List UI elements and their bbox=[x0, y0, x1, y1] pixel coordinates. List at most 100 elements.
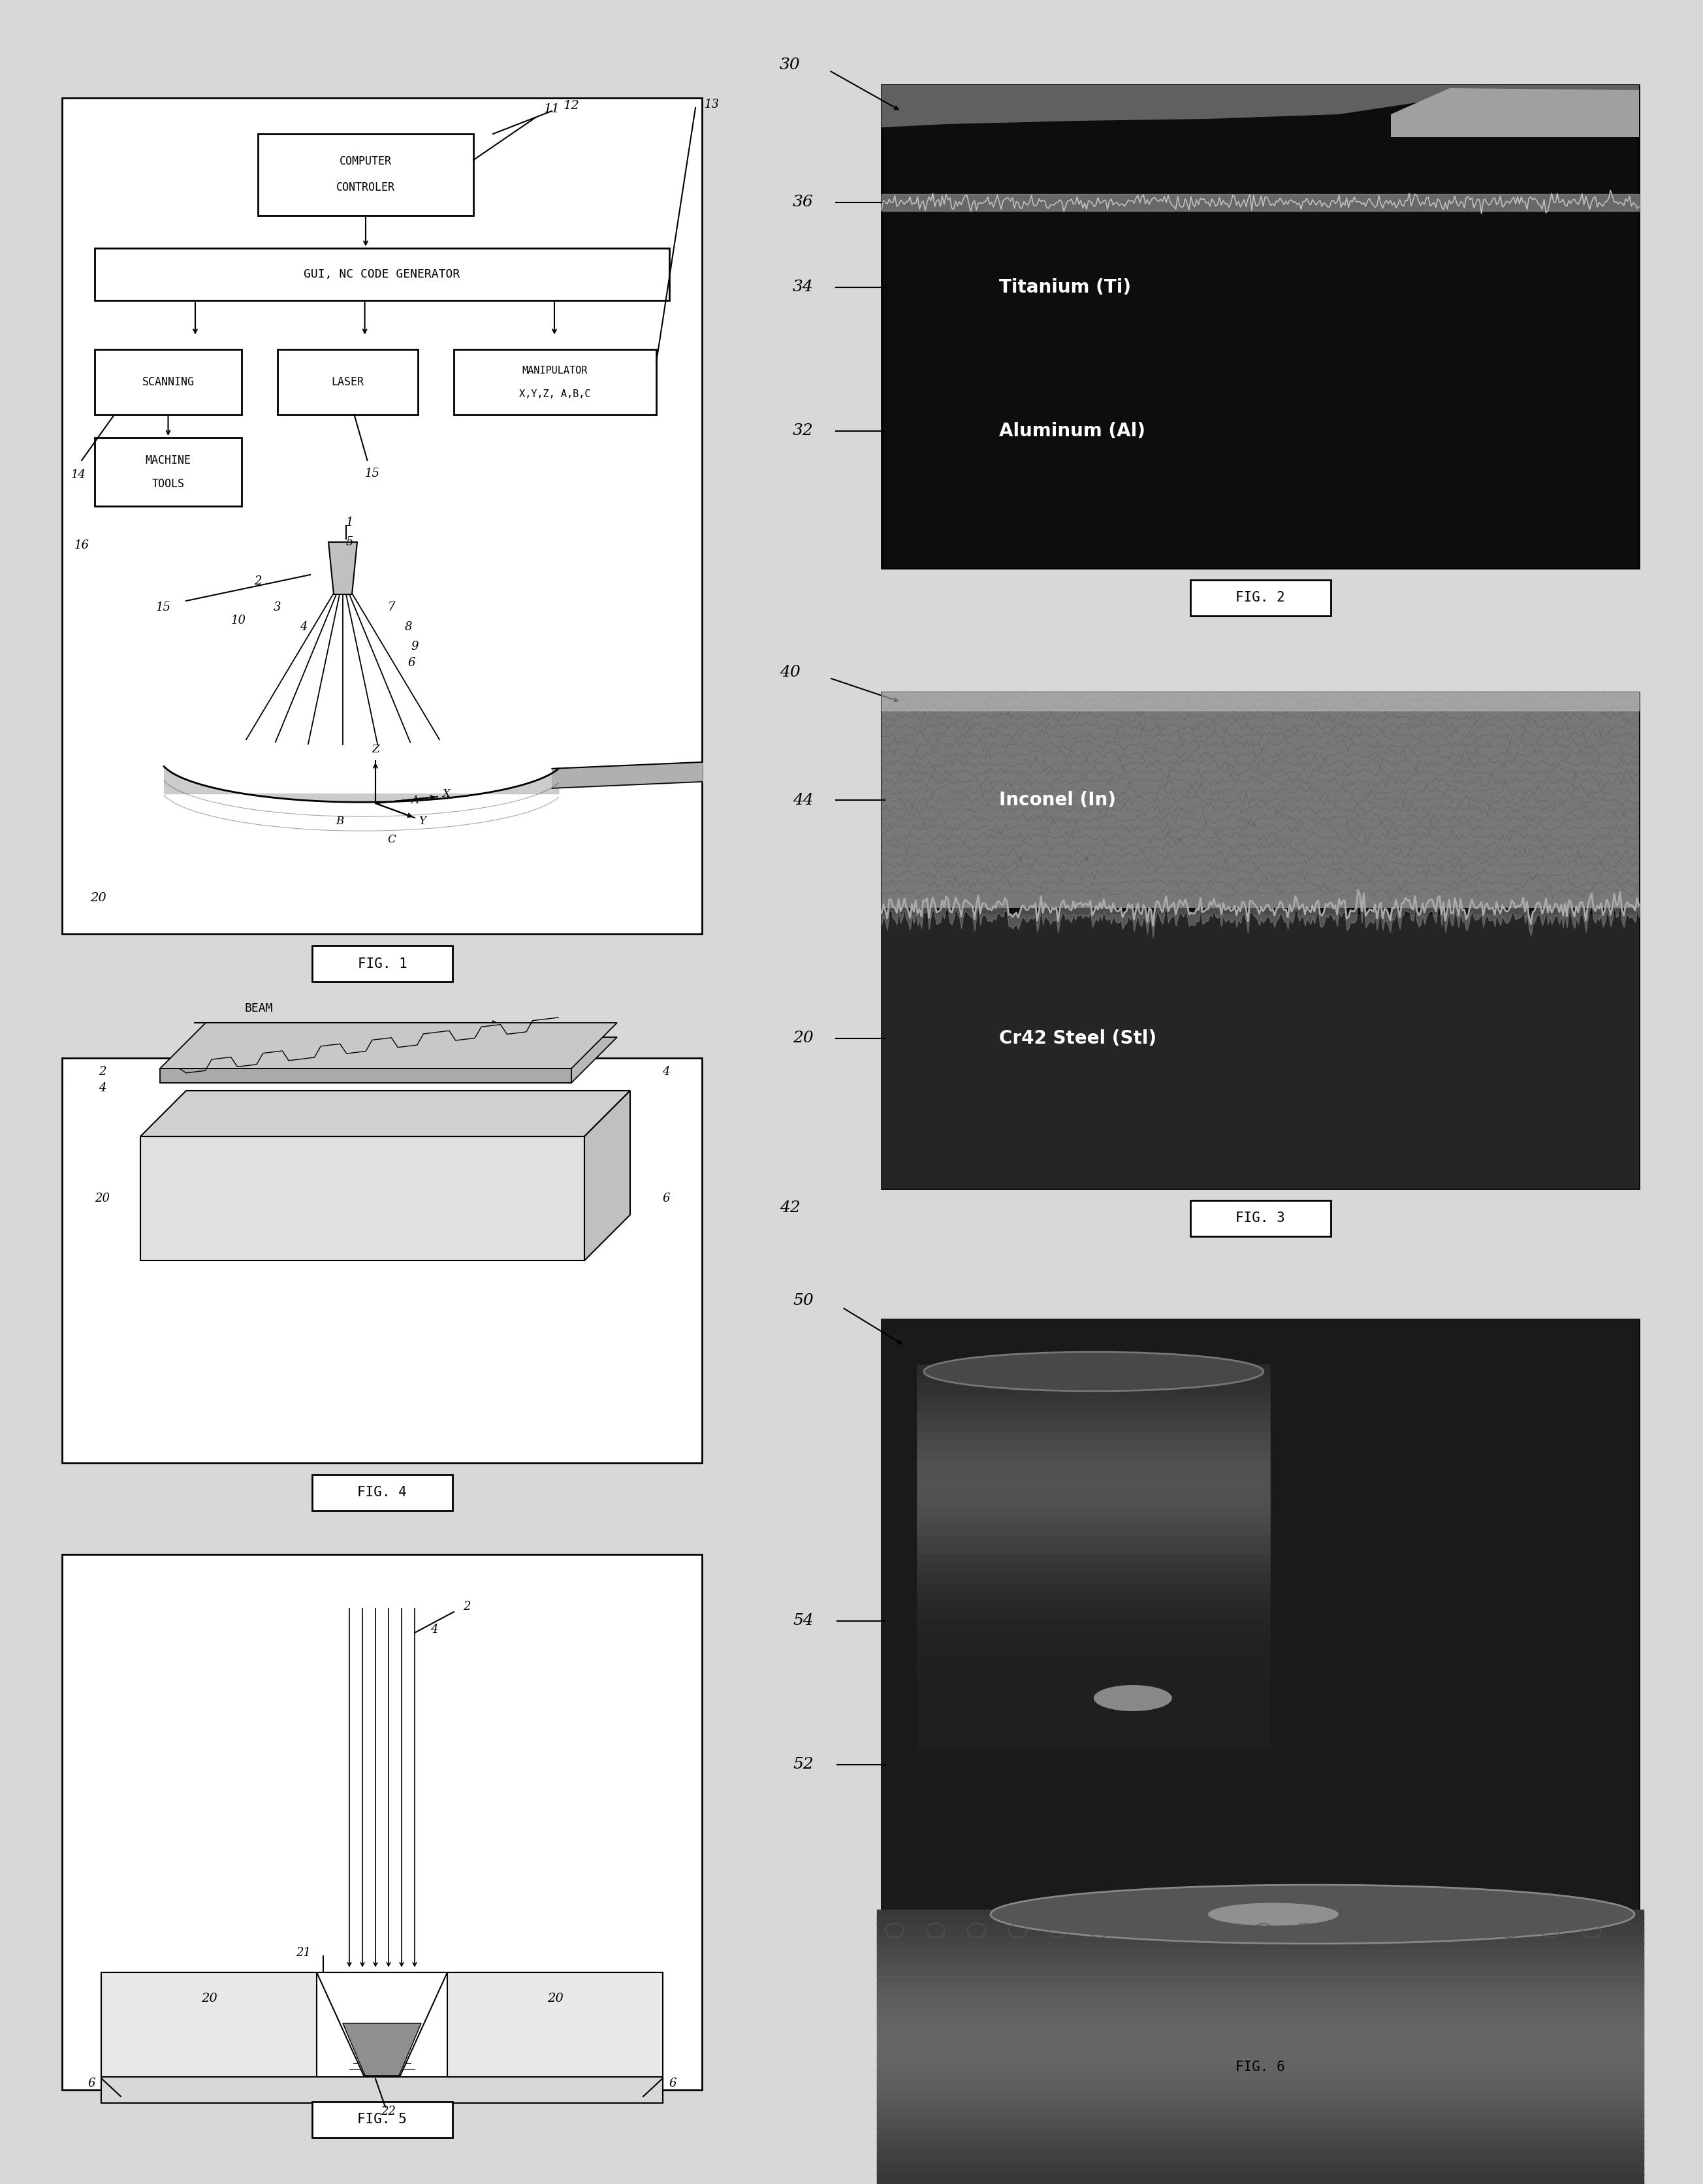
Text: 36: 36 bbox=[794, 194, 814, 210]
Text: 7: 7 bbox=[388, 601, 395, 614]
Bar bbox=[882, 85, 1638, 568]
Text: X: X bbox=[443, 788, 450, 799]
Bar bbox=[1190, 2049, 1330, 2086]
Bar bbox=[257, 133, 473, 216]
Text: 6: 6 bbox=[669, 2077, 676, 2090]
Text: 15: 15 bbox=[364, 467, 380, 478]
Text: FIG. 3: FIG. 3 bbox=[1236, 1212, 1286, 1225]
Ellipse shape bbox=[991, 1885, 1635, 1944]
Text: Titanium (Ti): Titanium (Ti) bbox=[1000, 277, 1131, 297]
Text: 20: 20 bbox=[547, 1992, 564, 2005]
Text: 4: 4 bbox=[300, 620, 308, 633]
Text: FIG. 1: FIG. 1 bbox=[358, 957, 407, 970]
Text: 15: 15 bbox=[155, 601, 170, 614]
Text: 20: 20 bbox=[201, 1992, 216, 2005]
Text: 20: 20 bbox=[90, 891, 106, 904]
Polygon shape bbox=[342, 2022, 421, 2075]
Text: 50: 50 bbox=[794, 1293, 814, 1308]
Polygon shape bbox=[882, 85, 1638, 127]
Bar bbox=[882, 692, 1638, 909]
Text: GUI, NC CODE GENERATOR: GUI, NC CODE GENERATOR bbox=[303, 269, 460, 280]
Bar bbox=[95, 437, 242, 507]
Bar bbox=[1190, 1201, 1330, 1236]
Text: 14: 14 bbox=[72, 470, 85, 480]
Bar bbox=[1190, 581, 1330, 616]
Text: A: A bbox=[410, 795, 419, 806]
Text: 52: 52 bbox=[794, 1758, 814, 1771]
Text: 44: 44 bbox=[794, 793, 814, 808]
Bar bbox=[61, 1555, 702, 2090]
Text: 8: 8 bbox=[404, 620, 412, 633]
Text: 54: 54 bbox=[794, 1614, 814, 1629]
Polygon shape bbox=[1391, 87, 1638, 138]
Text: 11: 11 bbox=[543, 103, 560, 116]
Text: 9: 9 bbox=[410, 640, 419, 653]
Bar bbox=[140, 1136, 584, 1260]
Text: 6: 6 bbox=[662, 1192, 669, 1203]
Text: 22: 22 bbox=[381, 2105, 397, 2116]
Bar bbox=[61, 98, 702, 935]
Text: 4: 4 bbox=[662, 1066, 669, 1077]
Text: MACHINE: MACHINE bbox=[145, 454, 191, 465]
Text: 2: 2 bbox=[99, 1066, 106, 1077]
Text: 6: 6 bbox=[87, 2077, 95, 2090]
Bar bbox=[882, 1319, 1638, 2038]
Text: 10: 10 bbox=[232, 614, 245, 627]
Text: 4: 4 bbox=[99, 1083, 106, 1094]
Text: 34: 34 bbox=[794, 280, 814, 295]
Text: SCANNING: SCANNING bbox=[141, 376, 194, 389]
Text: B: B bbox=[335, 817, 344, 828]
Bar bbox=[100, 2077, 662, 2103]
Text: 4: 4 bbox=[431, 1623, 438, 1636]
Bar bbox=[95, 249, 669, 301]
Bar bbox=[278, 349, 417, 415]
Text: 3: 3 bbox=[274, 601, 281, 614]
Text: Y: Y bbox=[419, 817, 426, 828]
Text: 5: 5 bbox=[346, 537, 353, 548]
Text: 32: 32 bbox=[794, 424, 814, 439]
Text: 6: 6 bbox=[407, 657, 416, 668]
Bar bbox=[61, 1057, 702, 1463]
Text: 30: 30 bbox=[780, 57, 800, 72]
Bar bbox=[160, 1068, 572, 1083]
Bar bbox=[882, 1319, 1638, 2038]
Text: 20: 20 bbox=[95, 1192, 111, 1203]
Text: 40: 40 bbox=[780, 666, 800, 679]
Text: FIG. 2: FIG. 2 bbox=[1236, 592, 1286, 605]
Text: 13: 13 bbox=[705, 98, 719, 111]
Text: 16: 16 bbox=[75, 539, 89, 550]
Text: FIG. 6: FIG. 6 bbox=[1236, 2060, 1286, 2073]
Text: 42: 42 bbox=[780, 1201, 800, 1216]
Text: 20: 20 bbox=[794, 1031, 814, 1046]
Polygon shape bbox=[160, 1037, 616, 1083]
Bar bbox=[312, 2101, 453, 2138]
Polygon shape bbox=[317, 1972, 448, 2075]
Text: Aluminum (Al): Aluminum (Al) bbox=[1000, 422, 1146, 441]
Ellipse shape bbox=[923, 1352, 1264, 1391]
Bar bbox=[448, 1972, 662, 2103]
Text: X,Y,Z, A,B,C: X,Y,Z, A,B,C bbox=[519, 389, 591, 400]
Text: LASER: LASER bbox=[332, 376, 364, 389]
Text: FIG. 4: FIG. 4 bbox=[358, 1485, 407, 1498]
Text: TOOLS: TOOLS bbox=[152, 478, 184, 489]
Bar bbox=[453, 349, 656, 415]
Text: Cr42 Steel (Stl): Cr42 Steel (Stl) bbox=[1000, 1029, 1156, 1048]
Bar bbox=[312, 1474, 453, 1511]
Bar bbox=[882, 692, 1638, 1188]
Polygon shape bbox=[329, 542, 358, 594]
Text: 2: 2 bbox=[254, 574, 262, 587]
Text: MANIPULATOR: MANIPULATOR bbox=[523, 365, 588, 376]
Bar bbox=[95, 349, 242, 415]
Polygon shape bbox=[160, 1022, 616, 1068]
Text: 12: 12 bbox=[564, 100, 579, 111]
Text: Inconel (In): Inconel (In) bbox=[1000, 791, 1115, 810]
Ellipse shape bbox=[1093, 1686, 1172, 1710]
Text: 2: 2 bbox=[463, 1601, 470, 1612]
Text: FIG. 5: FIG. 5 bbox=[358, 2112, 407, 2125]
Bar bbox=[312, 946, 453, 981]
Bar bbox=[882, 915, 1638, 1188]
Polygon shape bbox=[140, 1090, 630, 1136]
Polygon shape bbox=[584, 1090, 630, 1260]
Text: COMPUTER: COMPUTER bbox=[339, 155, 392, 168]
Text: 1: 1 bbox=[346, 518, 353, 529]
